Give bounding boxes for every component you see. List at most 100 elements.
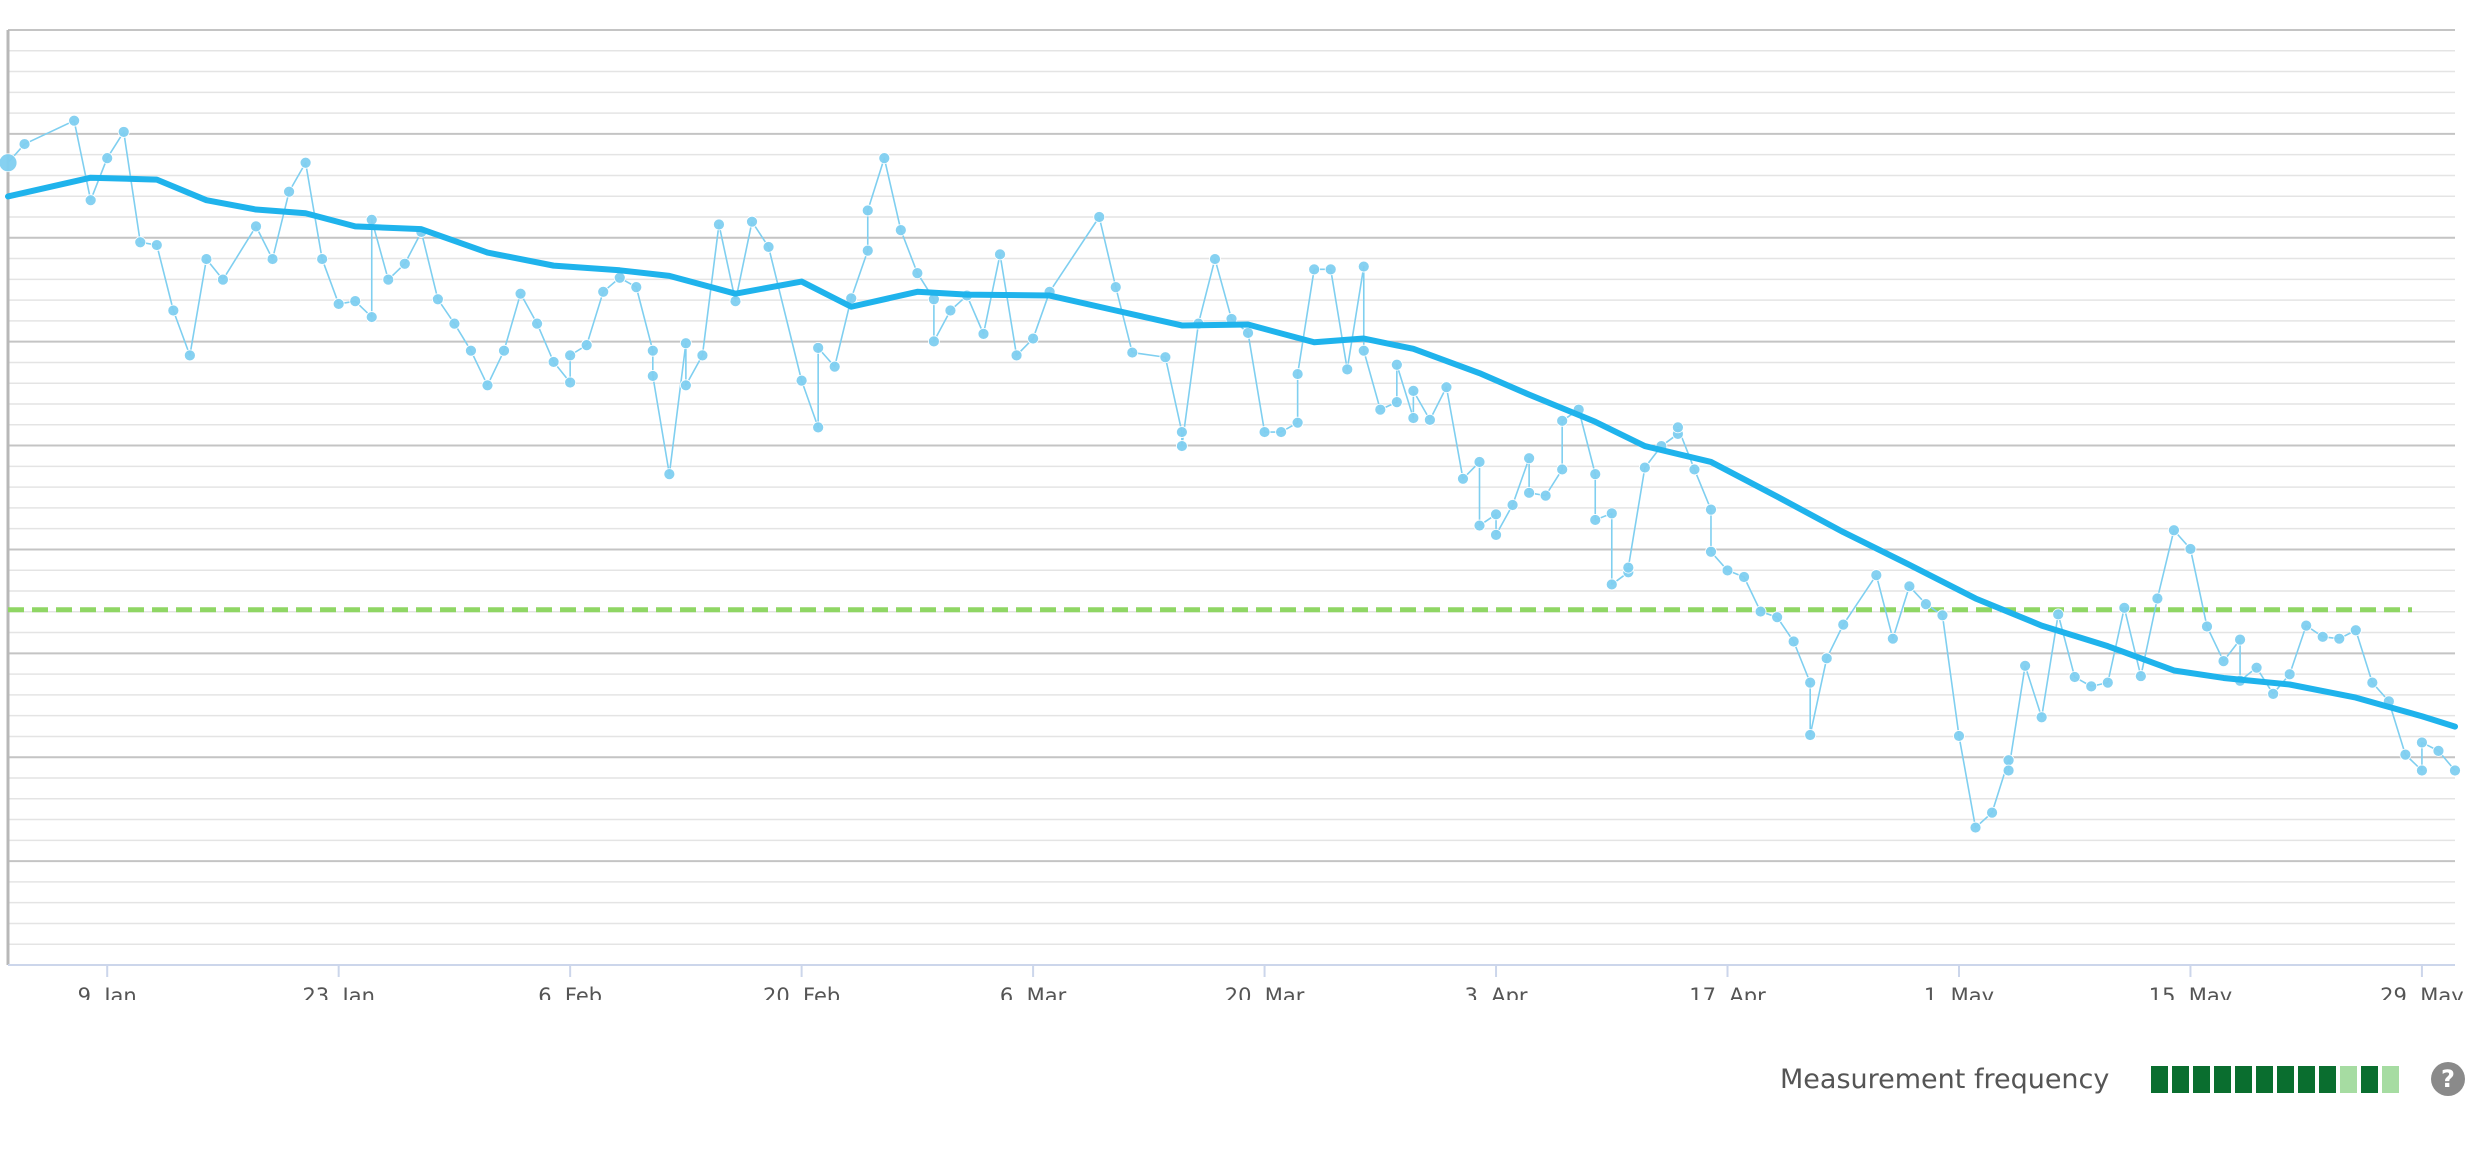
measurement-point xyxy=(1159,351,1172,364)
measurement-point xyxy=(2052,608,2065,621)
measurement-point xyxy=(679,337,692,350)
measurement-point xyxy=(944,304,957,317)
measurement-point xyxy=(1672,421,1684,434)
measurement-point xyxy=(1390,396,1403,409)
measurement-point xyxy=(1771,611,1784,624)
measurement-point xyxy=(316,253,329,265)
frequency-cell xyxy=(2151,1065,2169,1093)
measurement-point xyxy=(679,379,692,392)
x-tick-label: 3. Apr xyxy=(1465,984,1528,1000)
measurement-point xyxy=(2234,633,2246,646)
x-tick-label: 29. May xyxy=(2380,984,2464,1000)
measurement-point xyxy=(762,241,775,253)
measurement-point xyxy=(431,293,444,306)
measurement-point xyxy=(266,253,279,265)
measurement-point xyxy=(398,257,411,270)
measurement-point xyxy=(1953,730,1965,742)
measurement-point xyxy=(1424,413,1436,426)
frequency-cell xyxy=(2277,1065,2295,1093)
measurement-point xyxy=(812,341,825,354)
measurement-point xyxy=(1754,605,1767,618)
measurement-point xyxy=(1804,676,1817,689)
frequency-cell xyxy=(2256,1065,2274,1093)
measurement-point xyxy=(1820,652,1833,665)
measurement-point xyxy=(167,304,180,317)
measurement-point xyxy=(349,295,362,308)
measurement-point xyxy=(696,349,709,362)
measurement-point xyxy=(1357,344,1370,357)
measurement-point xyxy=(977,327,990,340)
measurement-point xyxy=(1027,332,1039,345)
measurement-point xyxy=(250,220,262,233)
measurement-point xyxy=(564,349,577,362)
measurement-point xyxy=(1209,253,1221,265)
measurement-point xyxy=(200,253,213,265)
measurement-point xyxy=(101,152,114,164)
measurement-point xyxy=(663,468,676,481)
measurement-point xyxy=(1275,426,1288,438)
measurement-point xyxy=(2416,764,2428,777)
measurement-point xyxy=(547,356,560,368)
frequency-cell xyxy=(2214,1065,2232,1093)
measurement-point xyxy=(713,218,725,231)
measurement-point xyxy=(1705,503,1717,516)
measurement-point xyxy=(1804,729,1817,741)
measurement-point xyxy=(994,248,1006,261)
frequency-cell xyxy=(2340,1065,2358,1093)
measurement-point xyxy=(117,126,130,138)
measurement-point xyxy=(1473,519,1486,532)
measurement-point xyxy=(1523,452,1536,465)
measurement-point xyxy=(1093,211,1106,223)
measurement-point xyxy=(1539,489,1552,502)
x-axis-ticks: 9. Jan 23. Jan 6. Feb 20. Feb 6. Mar 20. Mar 3… xyxy=(78,965,2464,1000)
frequency-cell xyxy=(2298,1065,2316,1093)
measurement-point xyxy=(1589,514,1602,526)
measurement-point xyxy=(2151,592,2164,605)
measurement-point xyxy=(1407,385,1420,397)
measurement-point xyxy=(382,273,395,286)
chart-axes xyxy=(6,30,2455,966)
measurement-point xyxy=(217,273,229,286)
measurement-point xyxy=(2019,659,2032,672)
measurement-point xyxy=(861,244,874,257)
frequency-cell xyxy=(2172,1065,2190,1093)
measurement-point xyxy=(1556,463,1569,476)
measurement-point xyxy=(2002,754,2015,767)
measurement-point xyxy=(531,317,543,330)
measurement-point xyxy=(2316,630,2329,643)
measurement-point xyxy=(1556,414,1569,427)
measurement-point xyxy=(2432,744,2445,757)
measurement-point xyxy=(2068,671,2081,683)
measurement-point xyxy=(365,311,378,323)
measurement-point xyxy=(878,152,891,164)
measurement-point xyxy=(1638,461,1651,474)
measurement-point xyxy=(448,317,461,330)
measurement-point xyxy=(1721,564,1734,577)
measurement-point xyxy=(894,224,907,236)
moving-average-line xyxy=(5,174,2458,730)
measurement-point xyxy=(2184,543,2197,555)
measurement-point xyxy=(2085,680,2098,693)
measurement-point xyxy=(1308,263,1321,276)
x-tick-label: 9. Jan xyxy=(78,984,137,1000)
x-tick-label: 20. Mar xyxy=(1225,984,1305,1000)
measurement-point xyxy=(1688,463,1701,476)
measurement-point xyxy=(1109,281,1122,294)
measurement-point xyxy=(2217,655,2230,668)
measurement-point xyxy=(283,185,295,198)
measurement-point xyxy=(630,281,643,294)
measurement-point xyxy=(299,156,312,169)
measurement-point xyxy=(2283,668,2296,681)
measurement-point xyxy=(1291,416,1304,429)
measurement-point xyxy=(1175,440,1188,452)
measurement-point xyxy=(1787,635,1800,648)
question-circle-icon[interactable]: ? xyxy=(2431,1062,2465,1096)
measurement-point xyxy=(1374,403,1387,416)
measurement-point xyxy=(1440,381,1453,394)
measurement-point xyxy=(2168,524,2180,537)
measurement-point xyxy=(1242,327,1254,339)
measurement-point xyxy=(465,344,477,357)
measurement-point xyxy=(1175,426,1188,438)
measurement-series xyxy=(0,114,2461,834)
measurement-point xyxy=(2416,736,2428,749)
